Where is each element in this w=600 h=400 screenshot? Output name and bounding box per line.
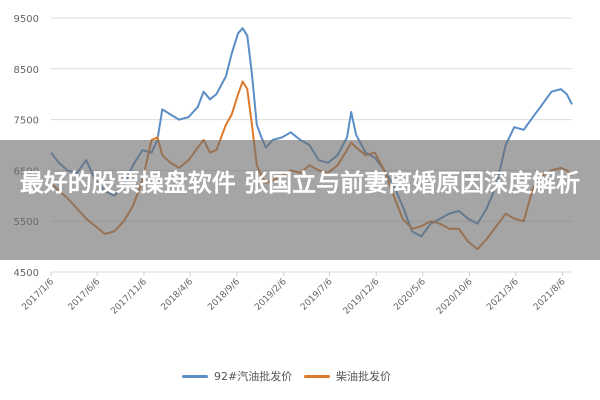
y-tick-label: 9500 — [14, 14, 39, 25]
title-overlay-banner: 最好的股票操盘软件 张国立与前妻离婚原因深度解析 — [0, 140, 600, 260]
x-tick-label: 2018/9/6 — [206, 277, 242, 313]
x-tick-label: 2017/1/6 — [20, 277, 56, 313]
legend-item-diesel: 柴油批发价 — [304, 366, 391, 386]
x-tick-label: 2018/4/6 — [160, 277, 196, 313]
x-tick-label: 2019/2/6 — [253, 277, 289, 313]
x-tick-label: 2017/6/6 — [67, 277, 103, 313]
legend-swatch-gasoline — [182, 374, 208, 378]
x-axis-tick-labels: 2017/1/6 2017/6/6 2017/11/6 2018/4/6 2018/9/… — [20, 272, 568, 317]
x-tick-label: 2021/3/6 — [485, 277, 521, 313]
legend-label-gasoline: 92#汽油批发价 — [214, 370, 293, 383]
x-tick-label: 2021/8/6 — [532, 277, 568, 313]
x-tick-label: 2020/10/6 — [435, 277, 475, 317]
y-tick-label: 7500 — [14, 116, 39, 127]
x-tick-label: 2017/11/6 — [109, 277, 149, 317]
legend-swatch-diesel — [304, 374, 330, 378]
chart-legend: 92#汽油批发价 柴油批发价 — [0, 366, 600, 386]
x-tick-label: 2019/12/6 — [342, 277, 382, 317]
y-tick-label: 8500 — [14, 65, 39, 76]
legend-item-gasoline: 92#汽油批发价 — [182, 366, 292, 386]
x-tick-label: 2019/7/6 — [299, 277, 335, 313]
x-tick-label: 2020/5/6 — [392, 277, 428, 313]
overlay-title: 最好的股票操盘软件 张国立与前妻离婚原因深度解析 — [19, 169, 581, 197]
y-tick-label: 4500 — [14, 268, 39, 279]
legend-label-diesel: 柴油批发价 — [336, 370, 391, 383]
